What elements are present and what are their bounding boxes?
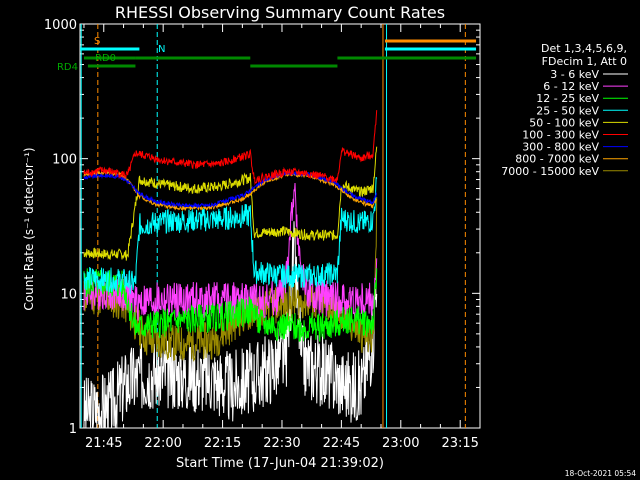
timestamp: 18-Oct-2021 05:54 <box>565 469 636 478</box>
legend-entry-label: 6 - 12 keV <box>543 80 599 93</box>
legend-entry-label: 50 - 100 keV <box>529 116 599 129</box>
y-axis-label: Count Rate (s⁻¹ detector⁻¹) <box>22 147 36 310</box>
flag-label-rd4: RD4 <box>57 62 78 73</box>
series-line <box>83 221 378 429</box>
legend-entry-label: 100 - 300 keV <box>522 129 599 142</box>
x-tick-label: 22:30 <box>263 436 300 451</box>
plot-frame <box>79 23 481 429</box>
plot-area: 21:45 22:00 22:15 22:30 22:45 23:00 23:15 1 10 10… <box>44 18 481 451</box>
flag-label-rd0: RD0 <box>95 53 116 64</box>
chart-title: RHESSI Observing Summary Count Rates <box>115 3 445 22</box>
x-tick-label: 22:00 <box>144 436 181 451</box>
series-line <box>83 268 378 342</box>
series-line <box>83 196 378 362</box>
series-line <box>83 182 378 321</box>
x-axis-label: Start Time (17-Jun-04 21:39:02) <box>176 456 384 471</box>
series-line <box>83 110 378 186</box>
x-tick-label: 22:45 <box>323 436 360 451</box>
legend-entry-label: 12 - 25 keV <box>536 92 599 105</box>
legend-entry-label: 3 - 6 keV <box>550 68 599 81</box>
y-tick-label: 1000 <box>44 18 77 33</box>
legend-header-line-2: FDecim 1, Att 0 <box>542 55 627 68</box>
legend-header-line-1: Det 1,3,4,5,6,9, <box>541 42 627 55</box>
y-tick-label: 1 <box>69 422 77 437</box>
y-tick-label: 100 <box>52 153 77 168</box>
series-line <box>83 177 378 295</box>
x-tick-label: 21:45 <box>85 436 122 451</box>
legend-entry-label: 300 - 800 keV <box>522 141 599 154</box>
flag-label-n: N <box>158 44 165 55</box>
legend-entry-label: 7000 - 15000 keV <box>501 165 599 178</box>
y-tick-label: 10 <box>60 287 77 302</box>
x-tick-label: 23:15 <box>441 436 478 451</box>
legend-entry-label: 25 - 50 keV <box>536 104 599 117</box>
x-tick-label: 22:15 <box>204 436 241 451</box>
series-line <box>83 146 378 261</box>
flag-label-s: S <box>94 36 100 47</box>
x-tick-label: 23:00 <box>382 436 419 451</box>
legend-entry-label: 800 - 7000 keV <box>515 153 599 166</box>
